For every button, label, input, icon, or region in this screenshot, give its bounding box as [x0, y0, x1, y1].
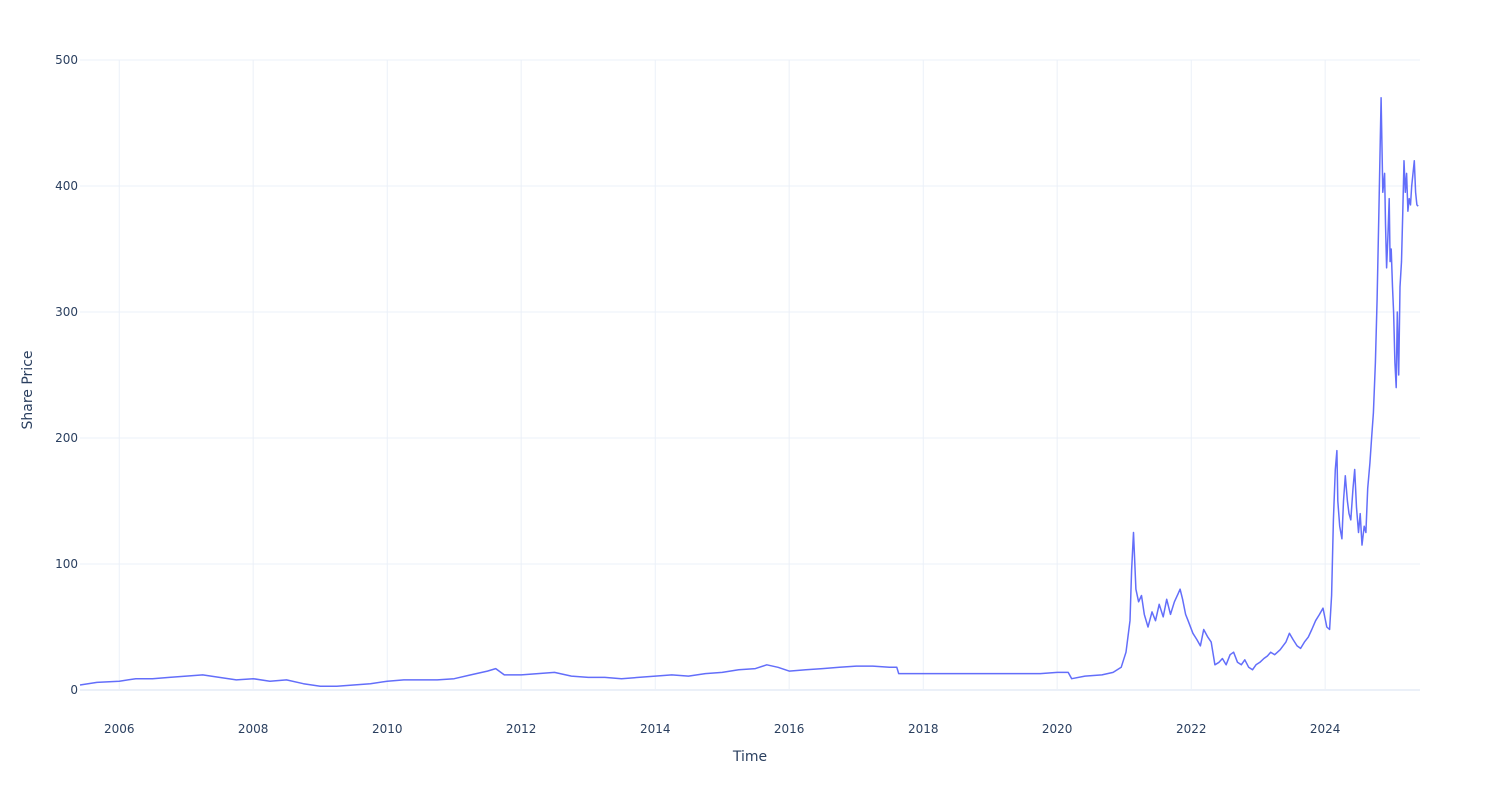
y-tick-label: 100: [55, 557, 78, 571]
y-tick-label: 200: [55, 431, 78, 445]
x-tick-labels: 2006 2008 2010 2012 2014 2016 2018 2020 2022 2024: [104, 722, 1340, 736]
y-axis-title: Share Price: [20, 350, 36, 429]
x-tick-label: 2012: [506, 722, 537, 736]
x-tick-label: 2018: [908, 722, 939, 736]
x-tick-label: 2010: [372, 722, 403, 736]
x-gridlines: [118, 60, 1326, 690]
x-tick-label: 2020: [1042, 722, 1073, 736]
x-tick-label: 2014: [640, 722, 671, 736]
x-tick-label: 2024: [1310, 722, 1341, 736]
y-tick-label: 300: [55, 305, 78, 319]
x-tick-label: 2008: [238, 722, 269, 736]
x-tick-label: 2016: [774, 722, 805, 736]
y-tick-label: 400: [55, 179, 78, 193]
series-line: [79, 97, 1419, 687]
series-layer: [79, 97, 1419, 687]
y-tick-label: 500: [55, 53, 78, 67]
y-gridlines: [80, 59, 1420, 691]
x-tick-label: 2022: [1176, 722, 1207, 736]
x-tick-label: 2006: [104, 722, 135, 736]
x-axis-title: Time: [732, 749, 767, 765]
y-tick-labels: 0 100 200 300 400 500: [55, 53, 78, 697]
y-tick-label: 0: [70, 683, 78, 697]
